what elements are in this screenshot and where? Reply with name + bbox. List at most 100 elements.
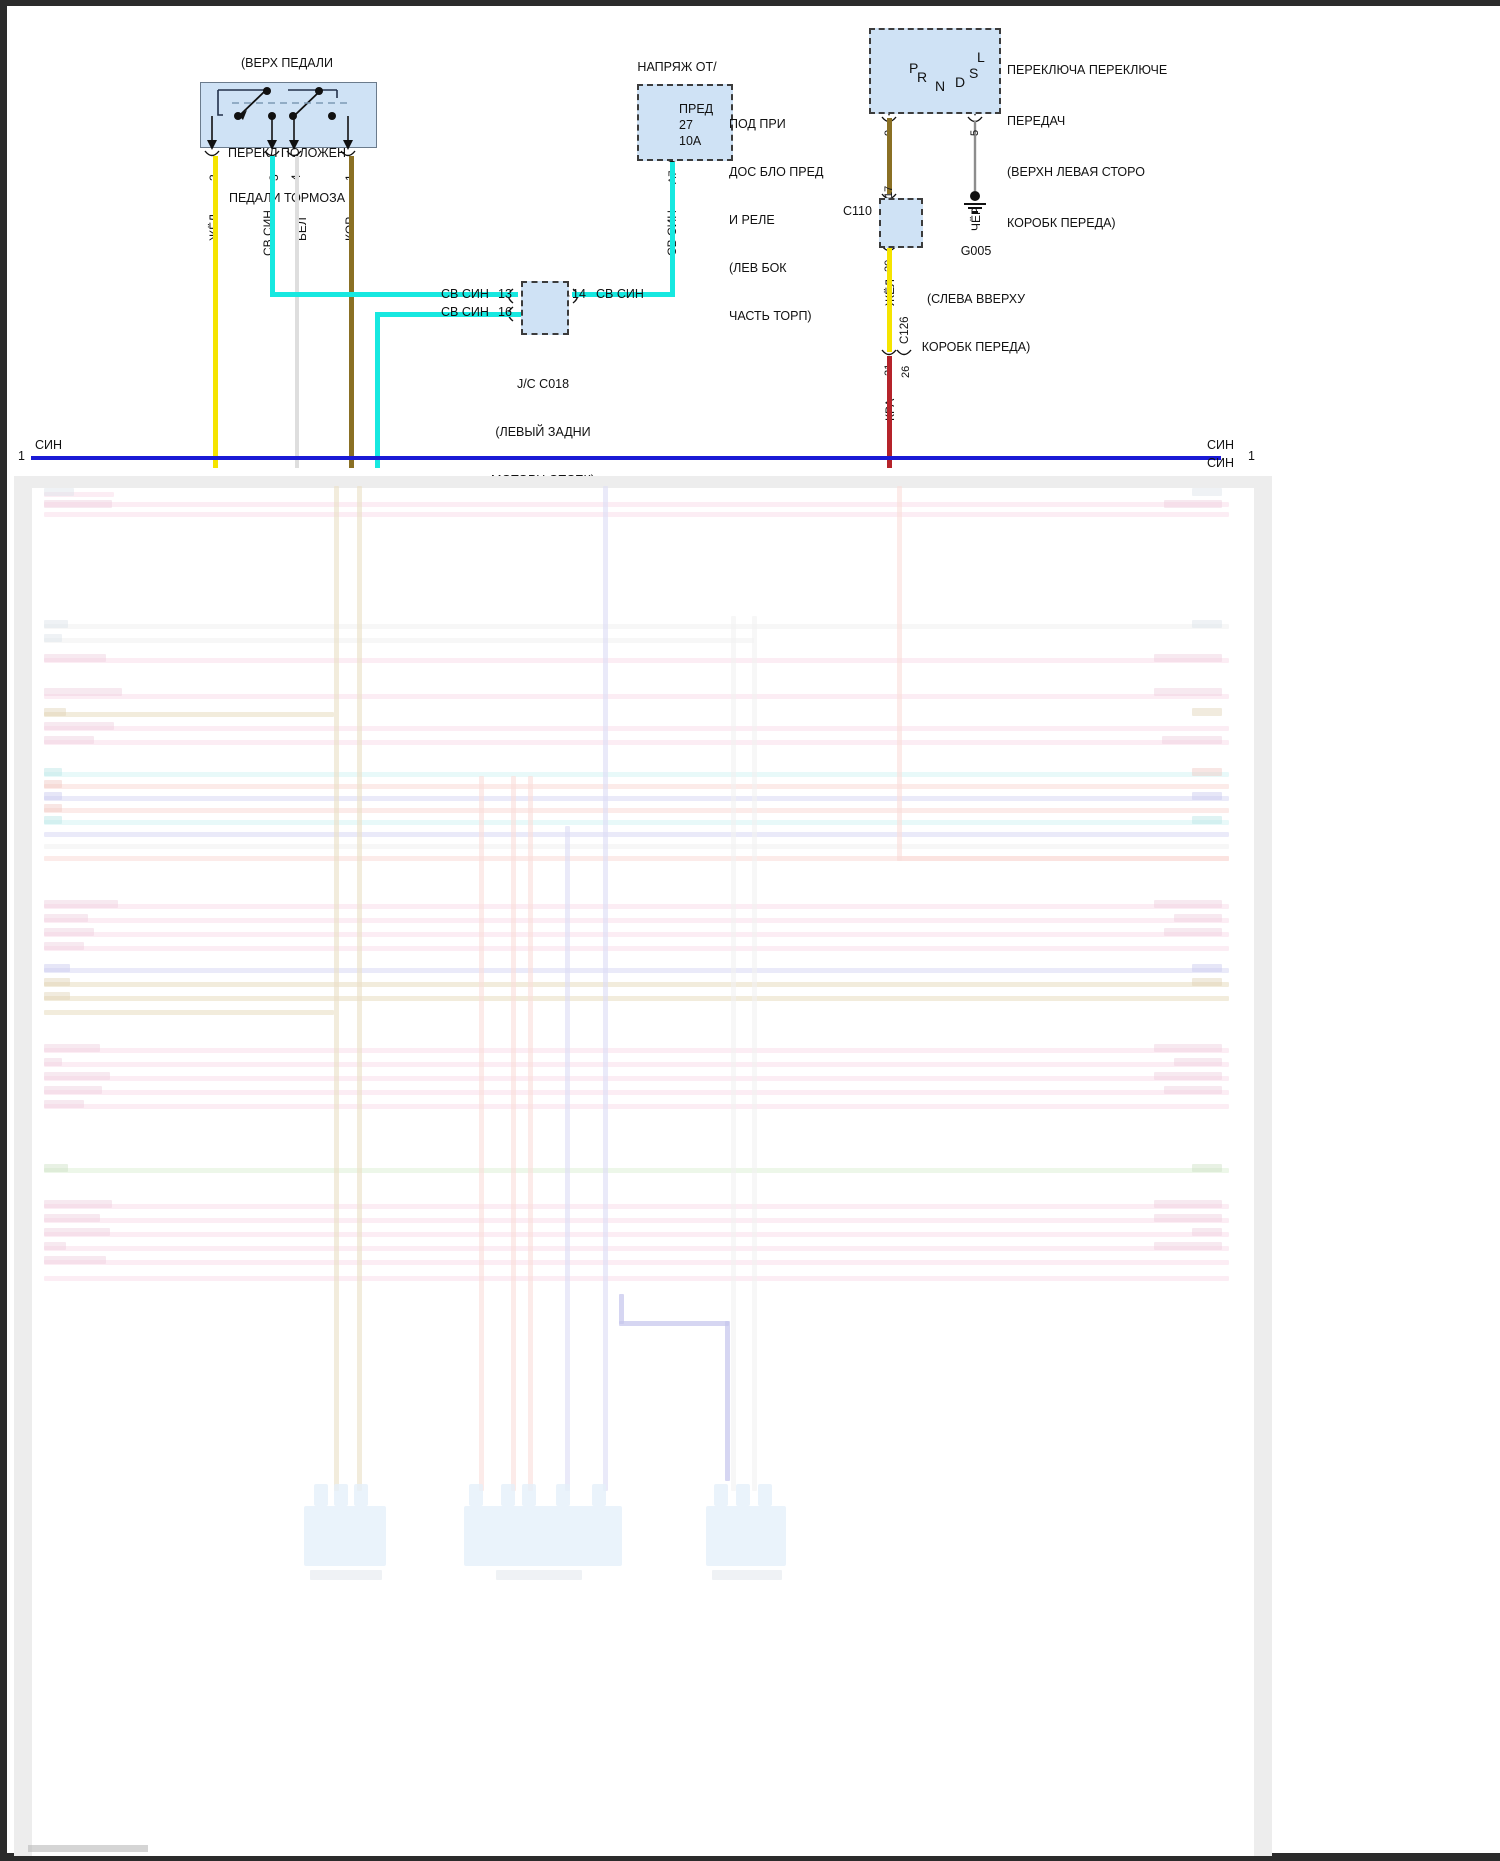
harness-label-bar bbox=[1192, 1228, 1222, 1236]
harness-label-bar bbox=[1154, 1200, 1222, 1208]
connector-c110-name: C110 bbox=[843, 204, 872, 218]
harness-drop bbox=[357, 486, 362, 1491]
c018-pin13-label: СВ СИН bbox=[441, 287, 489, 301]
harness-wire bbox=[44, 1218, 1229, 1223]
harness-drop bbox=[897, 486, 902, 861]
harness-label-bar bbox=[44, 1044, 100, 1052]
bus-right-label-2: СИН bbox=[1207, 456, 1235, 470]
fuse-block-body[interactable] bbox=[637, 84, 733, 161]
harness-wire bbox=[44, 946, 1229, 951]
bottom-connector-pin[interactable] bbox=[501, 1484, 515, 1506]
wire-cyan-brake-vert bbox=[270, 156, 275, 296]
harness-drop bbox=[725, 1321, 730, 1481]
bottom-connector-pin[interactable] bbox=[556, 1484, 570, 1506]
harness-label-bar bbox=[44, 964, 70, 972]
bottom-connector-body-2[interactable] bbox=[464, 1506, 622, 1566]
bottom-connector-body-3[interactable] bbox=[706, 1506, 786, 1566]
harness-label-bar bbox=[44, 500, 112, 508]
ground-g005-caption: G005 (СЛЕВА ВВЕРХУ КОРОБК ПЕРЕДА) bbox=[912, 211, 1040, 387]
wire-white-brake bbox=[295, 156, 299, 468]
harness-label-bar bbox=[44, 978, 70, 986]
harness-wire bbox=[44, 624, 1229, 629]
harness-drop bbox=[528, 776, 533, 1491]
harness-wire bbox=[44, 502, 1229, 507]
harness-label-bar bbox=[1192, 792, 1222, 800]
brake-switch-caption-line-1: (ВЕРХ ПЕДАЛИ bbox=[240, 56, 333, 70]
bottom-connector-pin[interactable] bbox=[758, 1484, 772, 1506]
harness-label-bar bbox=[44, 488, 74, 496]
c018-pin16-label: СВ СИН bbox=[441, 305, 489, 319]
harness-label-bar bbox=[44, 654, 106, 662]
harness-label-bar bbox=[1192, 620, 1222, 628]
bottom-connector-pin[interactable] bbox=[334, 1484, 348, 1506]
harness-label-bar bbox=[1162, 736, 1222, 744]
harness-label-bar bbox=[44, 736, 94, 744]
diagram-sheet: (ВЕРХ ПЕДАЛИ ТОРМОЗА) ПЕРЕКЛ ПОЛОЖЕН ПЕД… bbox=[7, 6, 1272, 1856]
fuse-location-line-2: ДОС БЛО ПРЕД bbox=[729, 165, 824, 179]
gear-label-L: L bbox=[977, 49, 985, 65]
bottom-connector-pin[interactable] bbox=[736, 1484, 750, 1506]
bottom-connector-pin[interactable] bbox=[592, 1484, 606, 1506]
harness-label-bar bbox=[44, 780, 62, 788]
harness-label-bar bbox=[44, 1058, 62, 1066]
range-switch-caption-line-1: ПЕРЕКЛЮЧА ПЕРЕКЛЮЧЕ bbox=[1007, 63, 1168, 77]
harness-label-bar bbox=[44, 708, 66, 716]
harness-label-bar bbox=[1192, 816, 1222, 824]
harness-wire bbox=[44, 658, 1229, 663]
harness-label-bar bbox=[44, 792, 62, 800]
harness-wire bbox=[44, 968, 1229, 973]
harness-label-bar bbox=[44, 1200, 112, 1208]
connector-c110-pin-17: 17 bbox=[883, 185, 895, 198]
harness-wire bbox=[44, 1010, 334, 1015]
harness-label-bar bbox=[1164, 928, 1222, 936]
bottom-connector-label-3 bbox=[712, 1570, 782, 1580]
wire-cyan-fuse-horiz bbox=[572, 292, 675, 297]
harness-drop bbox=[479, 776, 484, 1491]
harness-wire bbox=[44, 512, 1229, 517]
bottom-connector-pin[interactable] bbox=[469, 1484, 483, 1506]
footer-stamp bbox=[28, 1845, 148, 1852]
transmission-range-switch-body[interactable] bbox=[869, 28, 1001, 114]
harness-label-bar bbox=[44, 634, 62, 642]
harness-wire bbox=[44, 772, 1229, 777]
range-switch-caption-line-4: КОРОБК ПЕРЕДА) bbox=[1007, 216, 1116, 230]
harness-label-bar bbox=[1164, 1086, 1222, 1094]
harness-left-gray-edge bbox=[14, 476, 32, 1856]
harness-drop bbox=[511, 776, 516, 1491]
harness-wire bbox=[44, 1168, 1229, 1173]
range-switch-caption: ПЕРЕКЛЮЧА ПЕРЕКЛЮЧЕ ПЕРЕДАЧ (ВЕРХН ЛЕВАЯ… bbox=[1007, 28, 1167, 266]
harness-wire bbox=[44, 796, 1229, 801]
c018-pin16-number: 16 bbox=[498, 305, 512, 319]
connector-c126-name: C126 bbox=[899, 316, 911, 345]
wire-brown-brake bbox=[349, 156, 354, 468]
harness-drop bbox=[565, 826, 570, 1491]
harness-label-bar bbox=[44, 620, 68, 628]
gear-label-P: P bbox=[909, 60, 919, 76]
harness-wire bbox=[44, 1076, 1229, 1081]
connector-c126-pin-26: 26 bbox=[900, 365, 912, 378]
wire-cyan-brake-horiz bbox=[270, 292, 518, 297]
harness-wire bbox=[44, 694, 1229, 699]
harness-label-bar bbox=[1154, 1044, 1222, 1052]
harness-overview-faded-region bbox=[14, 476, 1272, 1856]
bottom-connector-body-1[interactable] bbox=[304, 1506, 386, 1566]
range-switch-caption-line-3: (ВЕРХН ЛЕВАЯ СТОРО bbox=[1007, 165, 1145, 179]
brake-switch-caption-line-4: ПЕДАЛИ ТОРМОЗА bbox=[228, 191, 346, 205]
harness-pin-label bbox=[36, 488, 38, 495]
harness-wire bbox=[44, 932, 1229, 937]
harness-label-bar bbox=[44, 942, 84, 950]
bottom-connector-pin[interactable] bbox=[354, 1484, 368, 1506]
bottom-connector-pin[interactable] bbox=[522, 1484, 536, 1506]
bus-left-label: СИН bbox=[35, 438, 63, 452]
harness-label-bar bbox=[44, 688, 122, 696]
page-frame-left bbox=[0, 0, 7, 1861]
harness-label-bar bbox=[44, 804, 62, 812]
harness-label-bar bbox=[1164, 500, 1222, 508]
harness-wire bbox=[44, 1062, 1229, 1067]
bottom-connector-pin[interactable] bbox=[714, 1484, 728, 1506]
bottom-connector-pin[interactable] bbox=[314, 1484, 328, 1506]
harness-wire bbox=[44, 1232, 1229, 1237]
harness-label-bar bbox=[44, 1256, 106, 1264]
c018-pin14-label: СВ СИН bbox=[596, 287, 644, 301]
